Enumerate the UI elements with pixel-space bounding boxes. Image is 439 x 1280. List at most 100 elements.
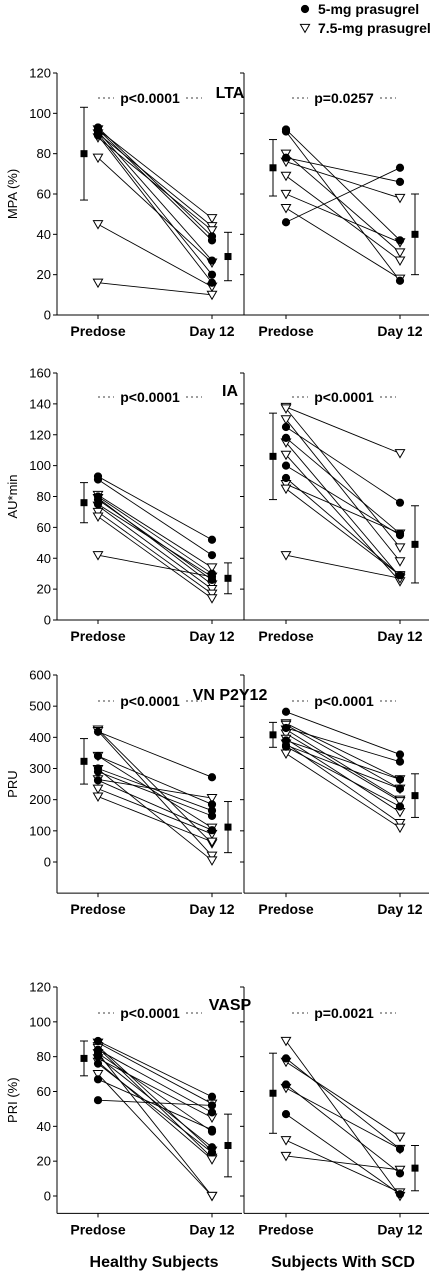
point-7-5mg-day12 (206, 794, 218, 804)
group-healthy: 0 100 200 300 400 500 600 Predose Day 12 p<0.0001 (29, 668, 242, 917)
subject-line (97, 135, 213, 284)
subject-line (97, 516, 213, 599)
point-7-5mg-predose (280, 450, 292, 461)
legend-label: 7.5-mg prasugrel (318, 20, 431, 36)
subject-line (97, 499, 213, 581)
subject-line (97, 282, 213, 296)
x-category-label: Day 12 (189, 323, 234, 339)
subject-line (285, 1061, 401, 1138)
subject-line (97, 127, 213, 237)
subject-line (285, 426, 401, 504)
x-category-label: Predose (70, 323, 125, 339)
point-7-5mg-day12 (394, 449, 406, 459)
mean-marker (269, 731, 277, 739)
point-5mg-day12 (207, 270, 217, 279)
x-category-label: Day 12 (377, 628, 422, 644)
point-5mg-day12 (395, 530, 405, 540)
point-5mg-predose (281, 723, 291, 733)
subject-line (285, 1155, 401, 1171)
point-5mg-day12 (207, 1125, 217, 1134)
point-5mg-day12 (207, 236, 217, 245)
point-7-5mg-day12 (206, 585, 218, 595)
point-7-5mg-predose (280, 1036, 292, 1047)
y-tick-label: 20 (37, 267, 51, 282)
point-7-5mg-day12 (206, 851, 218, 862)
subject-line (97, 1049, 213, 1113)
point-7-5mg-predose (280, 171, 292, 182)
subject-line (285, 193, 401, 243)
subject-line (97, 503, 213, 578)
y-tick-label: 120 (29, 980, 51, 995)
subject-line (285, 733, 401, 802)
subject-line (97, 511, 213, 595)
p-value: p<0.0001 (120, 693, 180, 709)
group-healthy: 0 20 40 60 80 100 120 Predose Day 12 p<0.0001 (29, 66, 242, 339)
subject-line (97, 129, 213, 241)
mean-marker (224, 823, 232, 831)
point-5mg-day12 (207, 1101, 217, 1110)
point-7-5mg-day12 (394, 193, 406, 204)
y-axis-label: PRU (5, 770, 20, 797)
mean-marker (224, 253, 232, 261)
y-tick-label: 40 (37, 551, 51, 566)
point-7-5mg-day12 (206, 563, 218, 573)
subject-line (97, 129, 213, 219)
point-7-5mg-predose (92, 1069, 104, 1080)
subject-line (285, 722, 401, 780)
point-7-5mg-predose (92, 220, 104, 230)
y-tick-label: 80 (37, 1049, 51, 1064)
subject-line (285, 207, 401, 280)
subject-line (285, 724, 401, 790)
subject-line (97, 1058, 213, 1119)
group-scd: Predose Day 12 p<0.0001 (240, 674, 429, 917)
mean-marker (269, 164, 277, 172)
point-5mg-day12 (395, 571, 405, 580)
point-7-5mg-day12 (394, 818, 406, 829)
subject-line (285, 465, 401, 536)
x-category-label: Day 12 (189, 1221, 234, 1237)
point-7-5mg-predose (92, 792, 104, 802)
point-7-5mg-predose (92, 507, 104, 518)
point-5mg-day12 (207, 826, 217, 835)
panel-title: IA (222, 383, 238, 400)
point-5mg-predose (281, 153, 291, 162)
group-labels: Healthy Subjects Subjects With SCD (90, 1254, 415, 1271)
subject-line (285, 437, 401, 534)
subject-line (97, 157, 213, 263)
subject-line (285, 554, 401, 579)
panel-title: VN P2Y12 (193, 687, 268, 704)
point-7-5mg-day12 (206, 837, 218, 848)
subject-line (97, 1040, 213, 1098)
point-7-5mg-day12 (394, 557, 406, 567)
subject-line (285, 738, 401, 813)
y-tick-label: 120 (29, 427, 51, 442)
panel-ia: IA AU*min 0 20 40 60 80 100 120 140 160 Predose Day … (5, 366, 429, 644)
p-value: p<0.0001 (120, 90, 180, 106)
point-7-5mg-day12 (206, 589, 218, 600)
subject-line (285, 161, 401, 199)
p-value: p<0.0001 (314, 389, 374, 405)
point-5mg-predose (281, 707, 291, 716)
subject-line (97, 497, 213, 585)
point-5mg-day12 (395, 1144, 405, 1154)
y-tick-label: 600 (29, 668, 51, 683)
point-5mg-day12 (395, 784, 405, 793)
subject-line (97, 730, 213, 857)
x-category-label: Predose (70, 1221, 125, 1237)
subject-line (285, 711, 401, 755)
group-label: Healthy Subjects (90, 1254, 219, 1271)
y-tick-label: 0 (44, 308, 51, 323)
mean-marker (269, 452, 277, 460)
point-7-5mg-predose (280, 1151, 292, 1162)
mean-marker (411, 792, 419, 800)
subject-line (285, 157, 401, 183)
y-tick-label: 200 (29, 792, 51, 807)
subject-line (97, 755, 213, 805)
subject-line (285, 1084, 401, 1174)
subject-line (285, 153, 401, 253)
point-7-5mg-predose (280, 484, 292, 495)
subject-line (97, 768, 213, 811)
point-5mg-predose (93, 1096, 103, 1105)
point-5mg-predose (93, 1075, 103, 1084)
subject-line (97, 133, 213, 227)
